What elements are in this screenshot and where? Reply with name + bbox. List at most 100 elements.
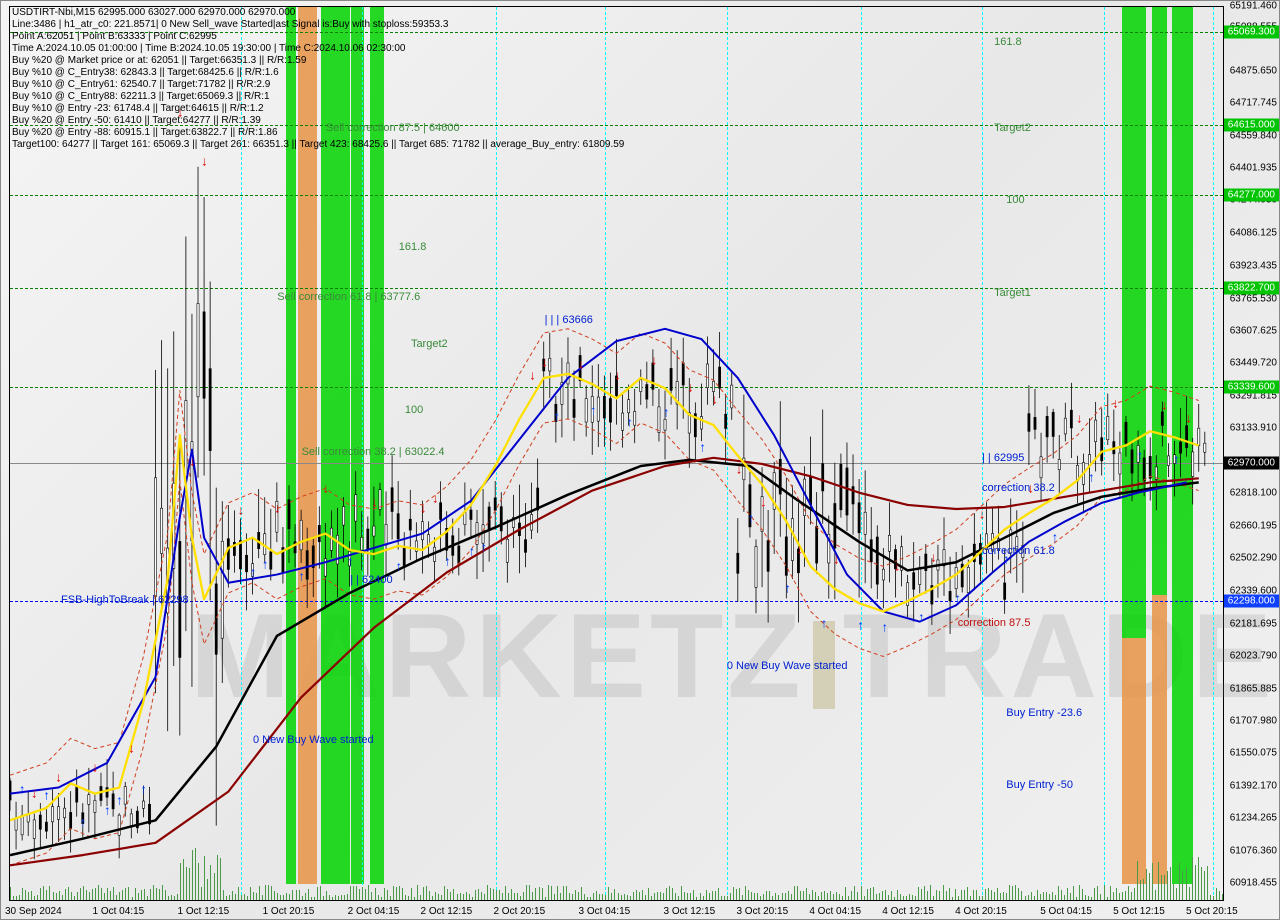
price-tag: 63822.700	[1224, 281, 1279, 294]
arrow-down-icon: ↓	[371, 494, 378, 509]
x-axis-tick: 30 Sep 2024	[5, 906, 62, 917]
chart-label: correction 87.5	[958, 617, 1031, 629]
arrow-down-icon: ↓	[711, 392, 718, 407]
arrow-up-icon: ↑	[104, 802, 111, 817]
info-line: Buy %10 @ C_Entry88: 62211.3 || Target:6…	[12, 91, 270, 102]
arrow-down-icon: ↓	[92, 759, 99, 774]
y-axis-tick: 64717.745	[1230, 98, 1277, 109]
y-axis-tick: 62502.290	[1230, 552, 1277, 563]
chart-label: 161.8	[994, 36, 1022, 48]
arrow-down-icon: ↓	[687, 379, 694, 394]
chart-label: Buy Entry -23.6	[1006, 707, 1082, 719]
chart-title: USDTIRT-Nbi,M15 62995.000 63027.000 6297…	[12, 7, 295, 18]
y-axis-tick: 61076.360	[1230, 845, 1277, 856]
arrow-up-icon: ↑	[1088, 470, 1095, 485]
arrow-up-icon: ↑	[481, 540, 488, 555]
arrow-up-icon: ↑	[116, 792, 123, 807]
arrow-up-icon: ↑	[298, 568, 305, 583]
arrow-down-icon: ↓	[833, 552, 840, 567]
hline-level	[10, 288, 1223, 289]
price-tag: 64277.000	[1224, 188, 1279, 201]
x-axis-tick: 2 Oct 12:15	[421, 906, 473, 917]
y-axis-tick: 61865.885	[1230, 683, 1277, 694]
info-line: Buy %10 @ Entry -23: 61748.4 || Target:6…	[12, 103, 264, 114]
info-line: Target100: 64277 || Target 161: 65069.3 …	[12, 139, 624, 150]
arrow-down-icon: ↓	[760, 494, 767, 509]
x-axis-tick: 5 Oct 12:15	[1113, 906, 1165, 917]
chart-label: 0 New Buy Wave started	[727, 660, 848, 672]
x-axis-tick: 4 Oct 04:15	[809, 906, 861, 917]
y-axis-tick: 61550.075	[1230, 748, 1277, 759]
chart-area[interactable]: MARKETZTRADE Sell correction 87.5 | 6460…	[9, 6, 1224, 901]
arrow-down-icon: ↓	[894, 558, 901, 573]
arrow-down-icon: ↓	[274, 501, 281, 516]
arrow-up-icon: ↑	[262, 556, 269, 571]
x-axis-tick: 3 Oct 12:15	[664, 906, 716, 917]
price-tag: 62298.000	[1224, 594, 1279, 607]
chart-label: 0 New Buy Wave started	[253, 734, 374, 746]
chart-label: | | 62400	[350, 574, 392, 586]
arrow-down-icon: ↓	[1161, 398, 1168, 413]
chart-label: Sell correction 87.5 | 64600	[326, 122, 460, 134]
y-axis-tick: 61707.980	[1230, 715, 1277, 726]
y-axis-tick: 63607.625	[1230, 326, 1277, 337]
arrow-down-icon: ↓	[201, 154, 208, 169]
arrow-down-icon: ↓	[189, 453, 196, 468]
y-axis-tick: 62181.695	[1230, 618, 1277, 629]
y-axis-tick: 61392.170	[1230, 780, 1277, 791]
x-axis-tick: 1 Oct 20:15	[263, 906, 315, 917]
price-tag: 62970.000	[1224, 456, 1279, 469]
info-line: Buy %10 @ C_Entry61: 62540.7 || Target:7…	[12, 79, 270, 90]
arrow-down-icon: ↓	[736, 462, 743, 477]
zone-green	[1122, 7, 1146, 638]
y-axis-tick: 64401.935	[1230, 163, 1277, 174]
arrow-up-icon: ↑	[857, 618, 864, 633]
y-axis-tick: 63133.910	[1230, 423, 1277, 434]
arrow-up-icon: ↑	[626, 414, 633, 429]
chart-label: Target1	[994, 287, 1031, 299]
arrow-down-icon: ↓	[323, 480, 330, 495]
chart-label: Target2	[411, 338, 448, 350]
y-axis-tick: 64086.125	[1230, 227, 1277, 238]
vline-session	[1213, 7, 1214, 900]
chart-label: Target2	[994, 122, 1031, 134]
chart-label: correction 61.8	[982, 545, 1055, 557]
x-axis: 30 Sep 20241 Oct 04:151 Oct 12:151 Oct 2…	[9, 901, 1224, 919]
x-axis-tick: 2 Oct 20:15	[493, 906, 545, 917]
info-line: Line:3486 | h1_atr_c0: 221.8571| 0 New S…	[12, 19, 448, 30]
y-axis-tick: 61234.265	[1230, 813, 1277, 824]
zone-green	[1172, 7, 1194, 884]
chart-label: 100	[405, 404, 423, 416]
volume-bars	[10, 840, 1223, 900]
arrow-down-icon: ↓	[238, 503, 245, 518]
arrow-up-icon: ↑	[19, 782, 26, 797]
chart-label: Buy Entry -50	[1006, 779, 1073, 791]
x-axis-tick: 2 Oct 04:15	[348, 906, 400, 917]
y-axis-tick: 62023.790	[1230, 651, 1277, 662]
x-axis-tick: 4 Oct 12:15	[882, 906, 934, 917]
hline-level	[10, 601, 1223, 602]
arrow-down-icon: ↓	[55, 769, 62, 784]
y-axis-tick: 63765.530	[1230, 293, 1277, 304]
x-axis-tick: 5 Oct 20:15	[1186, 906, 1238, 917]
arrow-up-icon: ↑	[444, 554, 451, 569]
chart-label: correction 38.2	[982, 482, 1055, 494]
arrow-up-icon: ↑	[1052, 529, 1059, 544]
price-tag: 65069.300	[1224, 26, 1279, 39]
arrow-up-icon: ↑	[347, 554, 354, 569]
arrow-up-icon: ↑	[43, 788, 50, 803]
arrow-up-icon: ↑	[80, 815, 87, 830]
zone-green	[1152, 7, 1167, 595]
arrow-down-icon: ↓	[529, 367, 536, 382]
chart-label: 100	[1006, 194, 1024, 206]
info-line: Buy %20 @ Market price or at: 62051 || T…	[12, 55, 306, 66]
arrow-up-icon: ↑	[590, 402, 597, 417]
arrow-down-icon: ↓	[651, 353, 658, 368]
info-line: Point A:62051 | Point B:63333 | Point C:…	[12, 31, 217, 42]
hline-level	[10, 387, 1223, 388]
arrow-up-icon: ↑	[1173, 451, 1180, 466]
arrow-down-icon: ↓	[432, 490, 439, 505]
y-axis-tick: 65191.460	[1230, 1, 1277, 12]
arrow-down-icon: ↓	[420, 501, 427, 516]
chart-label: | | 62995	[982, 452, 1024, 464]
